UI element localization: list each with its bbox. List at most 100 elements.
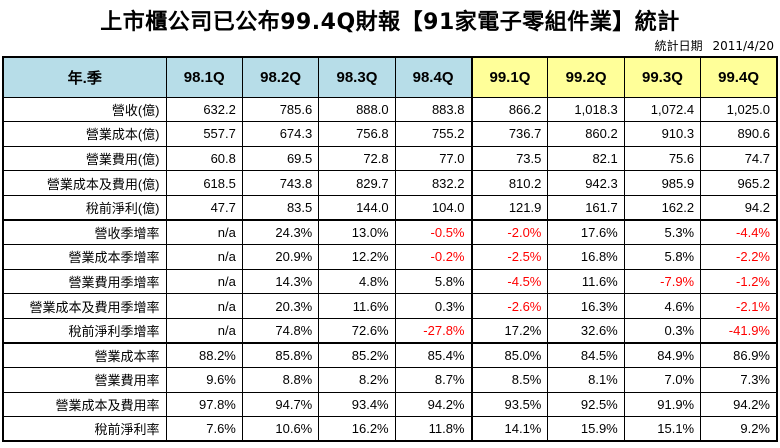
table-cell: -2.6%	[470, 293, 549, 319]
table-cell: 72.6%	[318, 317, 396, 344]
table-row: 營業成本(億) 557.7 674.3 756.8 755.2 736.7 860.2 910…	[2, 121, 778, 147]
table-cell: 0.3%	[394, 293, 473, 319]
table-row: 稅前淨利季增率 n/a 74.8% 72.6% -27.8% 17.2% 32.6% 0.3%…	[2, 317, 778, 344]
table-cell: -2.1%	[700, 293, 778, 319]
table-cell: 84.9%	[623, 341, 702, 369]
table-row: 營業成本及費用(億) 618.5 743.8 829.7 832.2 810.2 942.3…	[2, 170, 778, 196]
table-cell: -2.0%	[470, 218, 549, 246]
table-cell: n/a	[165, 244, 243, 270]
table-cell: 8.5%	[470, 367, 549, 393]
column-header: 99.2Q	[547, 56, 625, 98]
table-cell: 16.8%	[547, 244, 625, 270]
table-cell: 15.1%	[623, 416, 702, 442]
table-cell: 618.5	[165, 170, 243, 196]
table-cell: -41.9%	[700, 317, 778, 344]
table-cell: 85.0%	[470, 341, 549, 369]
table-cell: 5.8%	[394, 268, 473, 295]
table-cell: n/a	[165, 293, 243, 319]
column-header: 99.3Q	[623, 56, 702, 98]
table-cell: 8.1%	[547, 367, 625, 393]
table-cell: 736.7	[470, 121, 549, 147]
table-cell: 74.7	[700, 145, 778, 172]
table-cell: 557.7	[165, 121, 243, 147]
table-cell: 85.8%	[241, 341, 320, 369]
table-cell: 5.3%	[623, 218, 702, 246]
table-row: 營業成本及費用季增率 n/a 20.3% 11.6% 0.3% -2.6% 16.3% 4.6…	[2, 293, 778, 319]
table-cell: 0.3%	[623, 317, 702, 344]
table-cell: 888.0	[318, 96, 396, 123]
table-cell: -1.2%	[700, 268, 778, 295]
table-cell: 93.4%	[318, 391, 396, 418]
table-cell: -4.4%	[700, 218, 778, 246]
table-cell: 5.8%	[623, 244, 702, 270]
table-cell: 60.8	[165, 145, 243, 172]
table-cell: 75.6	[623, 145, 702, 172]
table-cell: 15.9%	[547, 416, 625, 442]
table-cell: 11.8%	[394, 416, 473, 442]
table-cell: -2.5%	[470, 244, 549, 270]
table-cell: 785.6	[241, 96, 320, 123]
table-cell: n/a	[165, 218, 243, 246]
table-cell: 20.3%	[241, 293, 320, 319]
table-cell: -4.5%	[470, 268, 549, 295]
table-row: 稅前淨利率 7.6% 10.6% 16.2% 11.8% 14.1% 15.9% 15.1% 9…	[2, 416, 778, 442]
financial-table: 年.季 98.1Q 98.2Q 98.3Q 98.4Q 99.1Q 99.2Q …	[2, 56, 778, 443]
table-cell: 82.1	[547, 145, 625, 172]
table-cell: 13.0%	[318, 218, 396, 246]
table-cell: 86.9%	[700, 341, 778, 369]
table-cell: 632.2	[165, 96, 243, 123]
table-cell: 16.3%	[547, 293, 625, 319]
table-row: 營業費用(億) 60.8 69.5 72.8 77.0 73.5 82.1 75.6 74.7	[2, 145, 778, 172]
row-label: 營業費用率	[2, 367, 167, 393]
table-cell: 755.2	[394, 121, 473, 147]
table-cell: 32.6%	[547, 317, 625, 344]
table-cell: -0.2%	[394, 244, 473, 270]
column-header: 99.4Q	[700, 56, 778, 98]
row-label: 營業成本及費用(億)	[2, 170, 167, 196]
table-cell: 985.9	[623, 170, 702, 196]
row-label: 營業成本率	[2, 341, 167, 369]
table-cell: -2.2%	[700, 244, 778, 270]
row-label: 營收(億)	[2, 96, 167, 123]
table-cell: 91.9%	[623, 391, 702, 418]
table-row: 稅前淨利(億) 47.7 83.5 144.0 104.0 121.9 161.7 162.2…	[2, 194, 778, 221]
table-cell: 73.5	[470, 145, 549, 172]
page-title: 上市櫃公司已公布99.4Q財報【91家電子零組件業】統計	[100, 10, 680, 35]
table-cell: 94.7%	[241, 391, 320, 418]
table-cell: 860.2	[547, 121, 625, 147]
date-line: 統計日期 2011/4/20	[649, 37, 774, 54]
table-cell: 8.2%	[318, 367, 396, 393]
table-cell: 69.5	[241, 145, 320, 172]
table-cell: 162.2	[623, 194, 702, 221]
row-label: 營收季增率	[2, 218, 167, 246]
row-label: 營業成本及費用率	[2, 391, 167, 418]
date-label: 統計日期	[654, 39, 703, 53]
row-label: 營業成本及費用季增率	[2, 293, 167, 319]
row-label: 營業費用(億)	[2, 145, 167, 172]
table-cell: 8.7%	[394, 367, 473, 393]
table-row: 營業費用季增率 n/a 14.3% 4.8% 5.8% -4.5% 11.6% -7.9% -1…	[2, 268, 778, 295]
table-cell: 12.2%	[318, 244, 396, 270]
row-label: 稅前淨利季增率	[2, 317, 167, 344]
table-cell: 93.5%	[470, 391, 549, 418]
row-label: 營業成本(億)	[2, 121, 167, 147]
table-cell: 7.0%	[623, 367, 702, 393]
table-cell: 10.6%	[241, 416, 320, 442]
table-cell: 14.3%	[241, 268, 320, 295]
table-cell: 14.1%	[470, 416, 549, 442]
table-cell: 9.6%	[165, 367, 243, 393]
table-cell: 97.8%	[165, 391, 243, 418]
row-label: 稅前淨利(億)	[2, 194, 167, 221]
table-cell: 9.2%	[700, 416, 778, 442]
table-cell: 743.8	[241, 170, 320, 196]
table-cell: 16.2%	[318, 416, 396, 442]
table-cell: 756.8	[318, 121, 396, 147]
table-row: 營業成本及費用率 97.8% 94.7% 93.4% 94.2% 93.5% 92.5% 91…	[2, 391, 778, 418]
table-cell: 832.2	[394, 170, 473, 196]
table-row: 營收(億) 632.2 785.6 888.0 883.8 866.2 1,018.3 1,0…	[2, 96, 778, 123]
table-cell: 47.7	[165, 194, 243, 221]
table-row: 營業成本季增率 n/a 20.9% 12.2% -0.2% -2.5% 16.8% 5.8% -…	[2, 244, 778, 270]
table-body: 營收(億) 632.2 785.6 888.0 883.8 866.2 1,018.3 1,0…	[2, 96, 778, 442]
table-cell: 94.2%	[394, 391, 473, 418]
table-cell: 4.8%	[318, 268, 396, 295]
